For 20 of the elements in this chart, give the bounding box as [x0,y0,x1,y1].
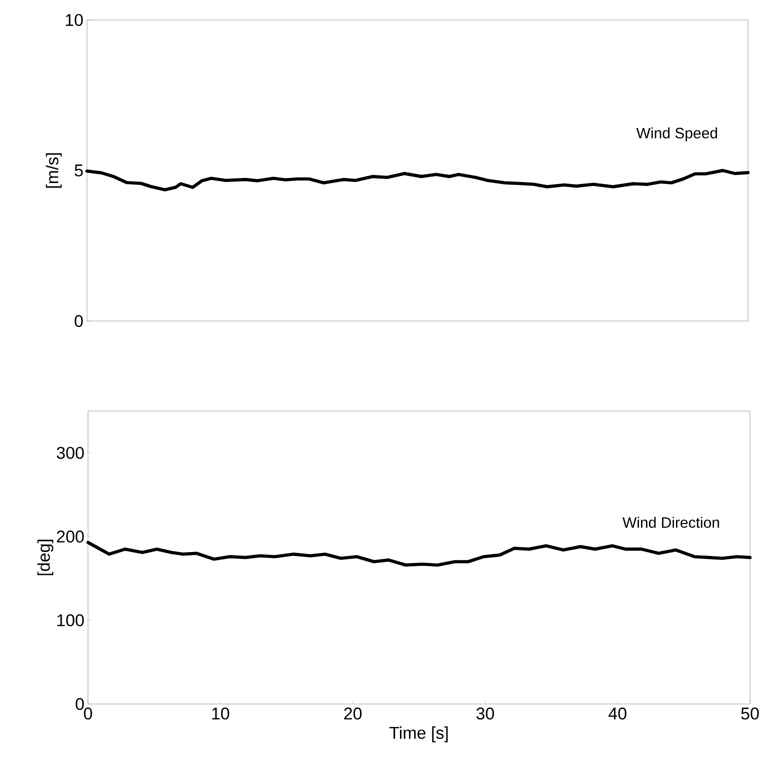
y-tick-label: 0 [76,698,84,710]
x-tick-label: 40 [608,708,626,720]
x-tick-label: 50 [741,708,759,720]
x-tick-label: 0 [84,708,92,720]
annotation: Wind Direction [622,516,720,528]
y-tick-label: 10 [66,14,83,26]
y-tick-label: 100 [57,614,84,626]
y-tick-label: 0 [74,314,83,328]
annotation: Wind Speed [636,127,718,142]
y-axis-title: [deg] [37,540,54,576]
x-tick-label: 30 [476,708,494,720]
y-tick-label: 200 [56,530,84,543]
line-series [86,540,752,567]
line-series [85,168,750,192]
y-tick-label: 300 [56,446,84,459]
y-axis-title: [m/s] [46,153,62,188]
x-tick-label: 20 [344,708,362,720]
x-tick-label: 10 [212,708,230,720]
x-axis-title: Time [s] [389,726,448,742]
y-tick-label: 5 [74,164,83,176]
